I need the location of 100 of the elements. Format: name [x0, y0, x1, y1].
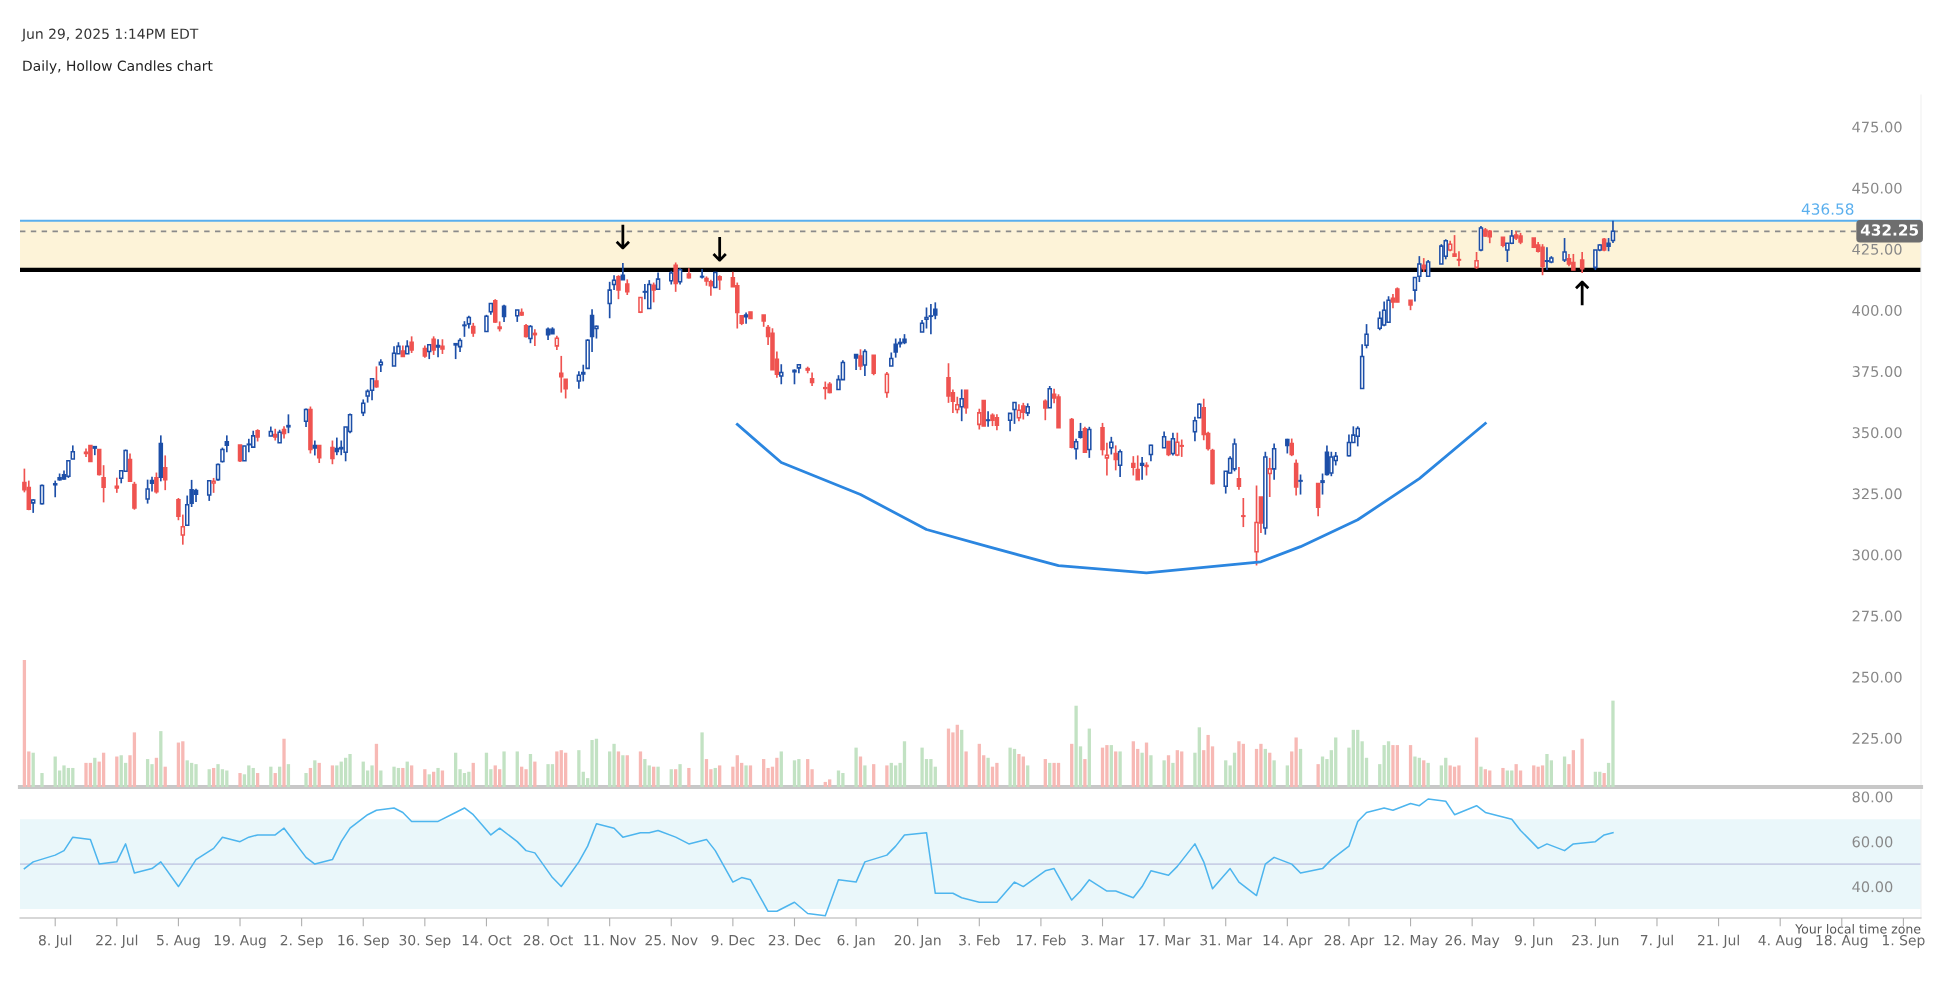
bar [1545, 753, 1549, 787]
bar [379, 770, 383, 787]
bar [1540, 765, 1545, 787]
candlestick [369, 377, 375, 401]
candlestick [1439, 243, 1444, 265]
candlestick [1117, 448, 1123, 478]
candlestick [132, 481, 137, 511]
bar [656, 766, 660, 787]
bar [1488, 770, 1492, 787]
candlestick [435, 338, 441, 359]
bar [225, 770, 229, 787]
bar [863, 765, 867, 787]
x-tick-label: 14. Oct [462, 934, 512, 946]
candlestick [651, 281, 656, 304]
bar [1598, 771, 1602, 787]
bar [101, 752, 106, 787]
bar [674, 769, 678, 787]
bar [1140, 752, 1144, 787]
candlestick [1478, 225, 1484, 253]
bar [625, 755, 629, 787]
bar [977, 743, 981, 787]
candlestick [1139, 456, 1145, 481]
bar [1316, 764, 1320, 787]
text: Jun 29, 2025 1:14PM EDT [21, 28, 199, 42]
bar [194, 764, 198, 787]
bar [1457, 765, 1461, 787]
x-tick-label: 9. Jun [1514, 934, 1553, 948]
x-tick-label: 14. Apr [1263, 935, 1313, 949]
bar [955, 724, 959, 787]
y-tick-label: 250.00 [1852, 671, 1902, 683]
bar [792, 760, 797, 787]
bar [577, 750, 581, 787]
x-tick-label: 22. Jul [96, 934, 138, 948]
bar [247, 765, 251, 787]
bar [1268, 752, 1272, 787]
bar [431, 771, 436, 787]
bar [520, 766, 524, 787]
y-tick-label: 350.00 [1852, 427, 1902, 439]
bar [1501, 767, 1505, 787]
candlestick [1135, 454, 1140, 481]
bar [515, 751, 519, 787]
bar [1263, 748, 1267, 787]
bar [920, 747, 924, 787]
bar [889, 762, 893, 787]
bar [211, 767, 216, 787]
bar [1087, 728, 1091, 787]
candlestick [1087, 425, 1092, 459]
bar [841, 773, 845, 787]
bar [735, 755, 739, 787]
candlestick [1540, 243, 1545, 277]
bar [308, 767, 313, 787]
y-tick-label: 425.00 [1852, 243, 1902, 255]
bar [409, 765, 414, 787]
bar [564, 752, 568, 787]
bar [1105, 745, 1109, 787]
bar [960, 729, 964, 787]
bar [1408, 745, 1413, 787]
bar [1149, 755, 1153, 787]
candlestick [823, 380, 828, 401]
bar [836, 770, 841, 787]
bar [282, 738, 286, 787]
y-tick-label: 325.00 [1852, 488, 1902, 500]
bar [797, 759, 801, 787]
candlestick [928, 303, 934, 335]
candlestick [206, 480, 212, 502]
candlestick [286, 413, 291, 435]
bar [62, 765, 66, 787]
bar [31, 752, 35, 787]
bar [1254, 748, 1259, 787]
bar [348, 753, 352, 787]
bar [700, 732, 704, 787]
x-tick-label: 1. Sep [1883, 934, 1925, 949]
bar [762, 759, 766, 787]
bar [330, 765, 335, 787]
bar [66, 767, 71, 787]
candlestick [1412, 276, 1418, 303]
bar [163, 766, 167, 787]
bar [273, 773, 277, 787]
x-tick-label: 17. Mar [1139, 935, 1191, 946]
candlestick [893, 337, 898, 359]
x-tick-label: 16. Sep [338, 934, 389, 949]
bar [1008, 747, 1012, 787]
bar [1426, 762, 1430, 787]
bar [806, 759, 810, 787]
bar [88, 762, 93, 787]
candlestick [1355, 425, 1361, 448]
bar [1232, 752, 1237, 787]
bar [1109, 745, 1113, 787]
bar [1448, 765, 1452, 787]
bar [528, 753, 533, 787]
candlestick [303, 407, 309, 428]
bar [1056, 762, 1061, 787]
candlestick [1417, 255, 1422, 283]
bar [533, 761, 537, 787]
candlestick [1298, 473, 1303, 496]
x-tick-label: 28. Oct [523, 934, 573, 946]
bar [93, 757, 97, 787]
candlestick [779, 363, 784, 386]
x-tick-label: 12. May [1384, 934, 1438, 949]
candlestick [1113, 444, 1118, 472]
